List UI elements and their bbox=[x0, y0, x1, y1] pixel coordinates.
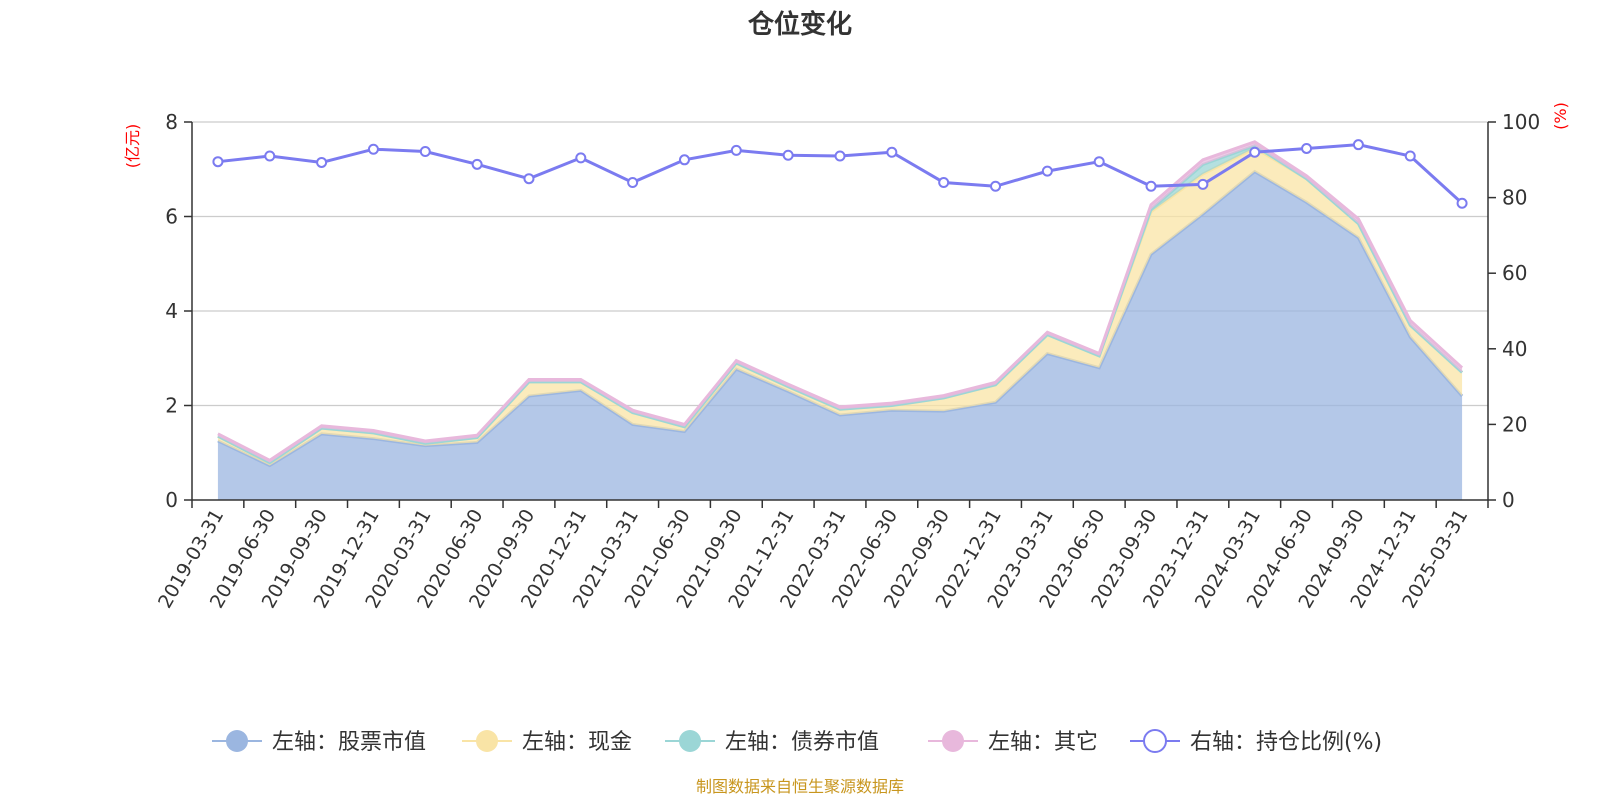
ratio-point bbox=[938, 176, 950, 188]
ratio-point bbox=[1197, 178, 1209, 190]
right-tick-label: 40 bbox=[1502, 337, 1527, 361]
right-axis-unit: (%) bbox=[1551, 102, 1570, 130]
legend-label: 左轴：股票市值 bbox=[272, 730, 426, 755]
left-tick-label: 4 bbox=[165, 299, 178, 323]
right-tick-label: 20 bbox=[1502, 412, 1527, 436]
ratio-point bbox=[1145, 180, 1157, 192]
ratio-point bbox=[523, 173, 535, 185]
legend-label: 左轴：其它 bbox=[988, 730, 1098, 755]
ratio-point bbox=[1301, 142, 1313, 154]
legend-marker bbox=[226, 730, 248, 752]
right-tick-label: 60 bbox=[1502, 261, 1527, 285]
legend-label: 右轴：持仓比例(%) bbox=[1190, 730, 1382, 755]
ratio-point bbox=[1352, 139, 1364, 151]
area-左轴：股票市值 bbox=[217, 171, 1463, 501]
ratio-point bbox=[1404, 150, 1416, 162]
stacked-areas bbox=[217, 140, 1464, 501]
ratio-point bbox=[264, 150, 276, 162]
legend-marker bbox=[942, 730, 964, 752]
ratio-point bbox=[886, 146, 898, 158]
legend-marker bbox=[1143, 729, 1167, 753]
ratio-point bbox=[575, 152, 587, 164]
legend-label: 左轴：现金 bbox=[522, 730, 632, 755]
right-tick-label: 0 bbox=[1502, 488, 1515, 512]
ratio-point bbox=[678, 154, 690, 166]
left-axis-unit: (亿元) bbox=[123, 124, 142, 169]
ratio-point bbox=[1456, 197, 1468, 209]
ratio-point bbox=[730, 144, 742, 156]
left-tick-label: 2 bbox=[165, 394, 178, 418]
left-tick-label: 0 bbox=[165, 488, 178, 512]
source-note: 制图数据来自恒生聚源数据库 bbox=[696, 777, 904, 796]
ratio-point bbox=[990, 180, 1002, 192]
ratio-point bbox=[1249, 146, 1261, 158]
legend-label: 左轴：债券市值 bbox=[725, 730, 879, 755]
left-tick-label: 6 bbox=[165, 205, 178, 229]
legend-marker bbox=[679, 730, 701, 752]
ratio-point bbox=[471, 158, 483, 170]
ratio-line-series bbox=[212, 139, 1468, 209]
ratio-point bbox=[212, 156, 224, 168]
ratio-point bbox=[627, 176, 639, 188]
ratio-point bbox=[834, 150, 846, 162]
ratio-point bbox=[782, 149, 794, 161]
ratio-point bbox=[1093, 156, 1105, 168]
ratio-point bbox=[367, 143, 379, 155]
ratio-point bbox=[419, 145, 431, 157]
area-edge-左轴：其它 bbox=[217, 140, 1464, 463]
right-tick-label: 100 bbox=[1502, 110, 1540, 134]
ratio-point bbox=[316, 156, 328, 168]
legend-marker bbox=[476, 730, 498, 752]
left-tick-label: 8 bbox=[165, 110, 178, 134]
legend: 左轴：股票市值 左轴：现金 左轴：债券市值 左轴：其它 右轴：持仓比例(%) bbox=[212, 729, 1382, 755]
area-左轴：现金 bbox=[217, 147, 1463, 466]
right-tick-label: 80 bbox=[1502, 186, 1527, 210]
chart-title: 仓位变化 bbox=[747, 9, 852, 40]
ratio-point bbox=[1041, 165, 1053, 177]
